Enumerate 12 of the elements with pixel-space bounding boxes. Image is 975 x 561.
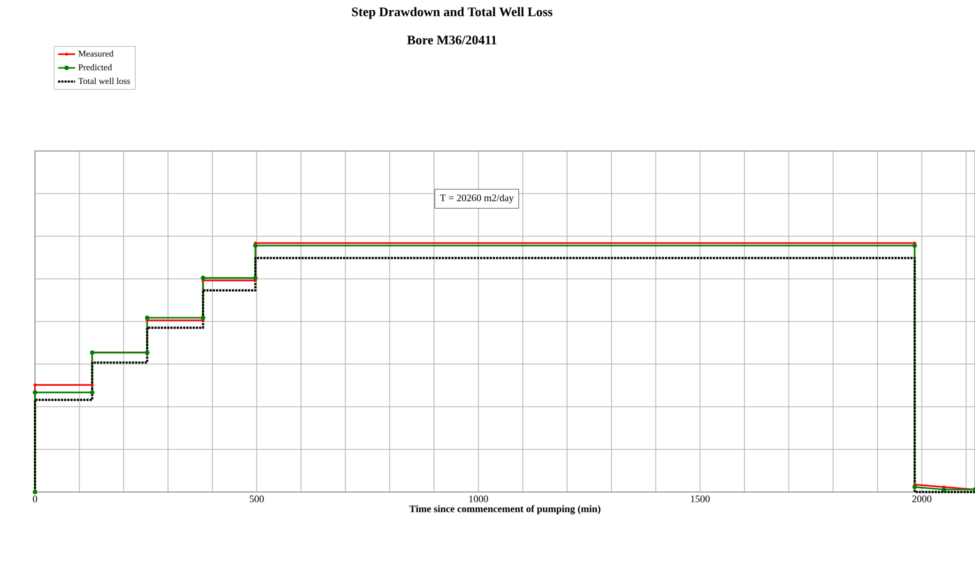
- x-axis-title: Time since commencement of pumping (min): [409, 505, 600, 514]
- x-tick-label: 1000: [469, 496, 488, 502]
- chart-title: Step Drawdown and Total Well Loss: [352, 7, 552, 19]
- legend-label: Measured: [78, 50, 114, 57]
- x-tick-label: 1500: [691, 496, 710, 502]
- x-tick-label: 0: [32, 496, 38, 502]
- legend-label: Total well loss: [78, 78, 130, 84]
- text: T = 20260 m2/day: [440, 194, 514, 204]
- x-tick-label: 2000: [912, 496, 932, 502]
- x-tick-label: 500: [250, 496, 264, 502]
- legend-label: Predicted: [78, 64, 112, 70]
- chart-subtitle: Bore M36/20411: [407, 36, 496, 44]
